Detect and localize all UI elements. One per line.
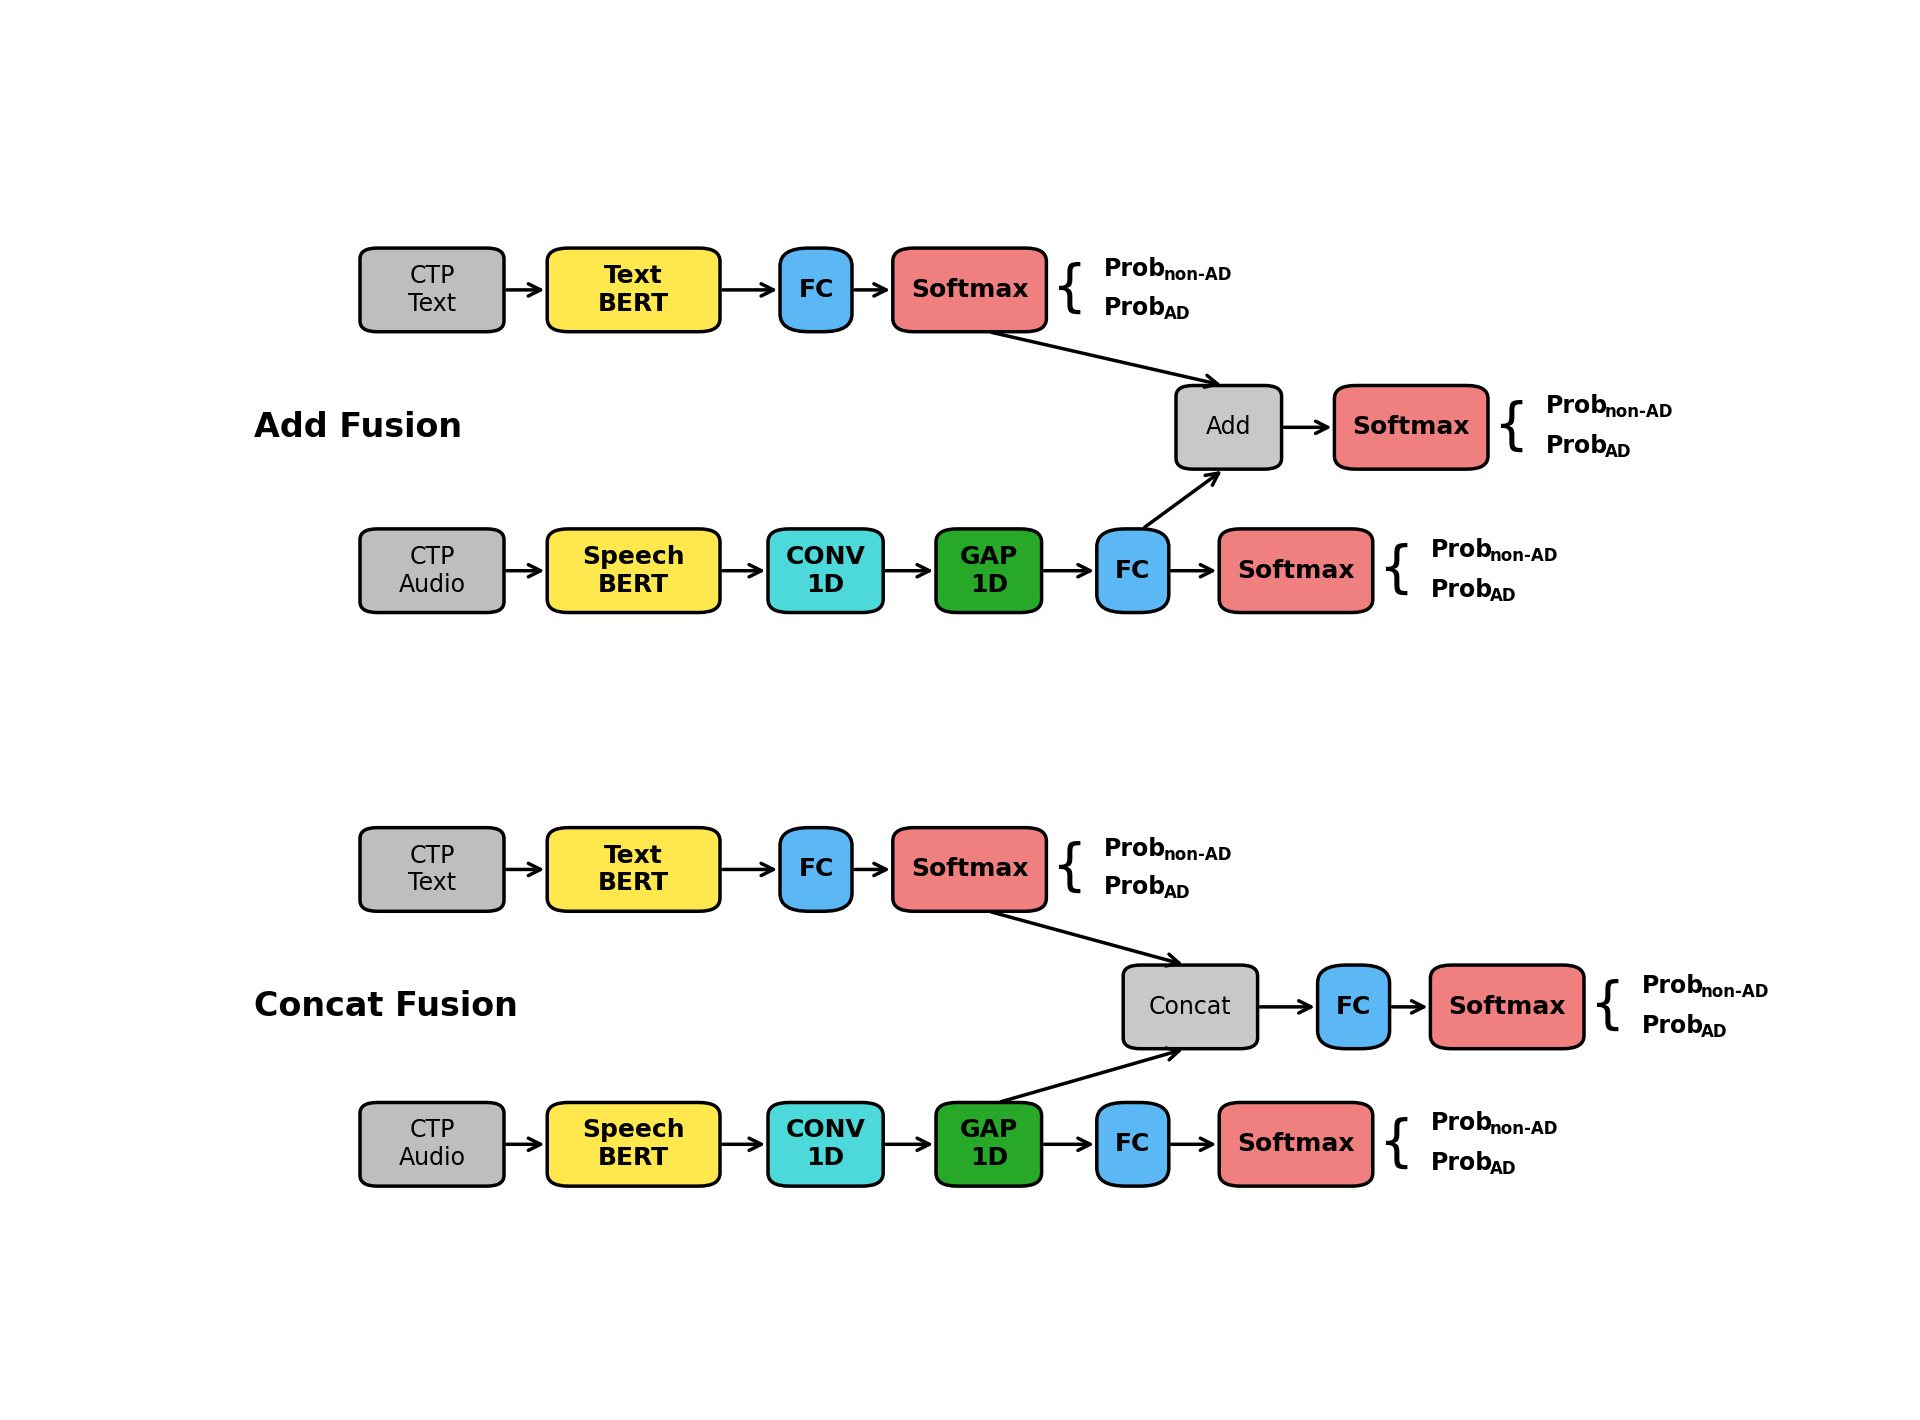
Text: Prob: Prob xyxy=(1642,1014,1703,1038)
Text: non-AD: non-AD xyxy=(1490,1120,1559,1139)
FancyBboxPatch shape xyxy=(1123,966,1258,1049)
FancyBboxPatch shape xyxy=(768,528,883,612)
Text: non-AD: non-AD xyxy=(1701,983,1770,1001)
Text: {: { xyxy=(1050,841,1087,895)
Text: Prob: Prob xyxy=(1546,435,1607,459)
Text: {: { xyxy=(1590,978,1624,1032)
Text: Text
BERT: Text BERT xyxy=(597,843,670,896)
Text: Softmax: Softmax xyxy=(1352,415,1471,439)
Text: FC: FC xyxy=(799,858,833,882)
Text: Prob: Prob xyxy=(1104,875,1165,899)
Text: Prob: Prob xyxy=(1430,1112,1492,1136)
Text: Prob: Prob xyxy=(1430,578,1492,602)
Text: CTP
Audio: CTP Audio xyxy=(399,1119,465,1170)
Text: {: { xyxy=(1377,542,1413,596)
FancyBboxPatch shape xyxy=(547,528,720,612)
FancyBboxPatch shape xyxy=(1430,966,1584,1049)
FancyBboxPatch shape xyxy=(361,528,503,612)
Text: Prob: Prob xyxy=(1104,295,1165,320)
Text: non-AD: non-AD xyxy=(1605,403,1674,422)
FancyBboxPatch shape xyxy=(361,828,503,912)
Text: AD: AD xyxy=(1490,1160,1517,1179)
FancyBboxPatch shape xyxy=(547,248,720,332)
Text: GAP
1D: GAP 1D xyxy=(960,1119,1018,1170)
FancyBboxPatch shape xyxy=(1096,1102,1169,1186)
Text: AD: AD xyxy=(1605,443,1632,462)
Text: AD: AD xyxy=(1164,885,1190,902)
FancyBboxPatch shape xyxy=(937,528,1041,612)
Text: Softmax: Softmax xyxy=(1236,558,1356,582)
FancyBboxPatch shape xyxy=(1175,385,1283,469)
Text: FC: FC xyxy=(1116,558,1150,582)
FancyBboxPatch shape xyxy=(1317,966,1390,1049)
FancyBboxPatch shape xyxy=(1334,385,1488,469)
Text: {: { xyxy=(1050,261,1087,315)
FancyBboxPatch shape xyxy=(547,1102,720,1186)
Text: FC: FC xyxy=(1336,995,1371,1020)
FancyBboxPatch shape xyxy=(893,828,1046,912)
FancyBboxPatch shape xyxy=(1219,1102,1373,1186)
Text: Softmax: Softmax xyxy=(1236,1132,1356,1156)
Text: {: { xyxy=(1377,1116,1413,1170)
Text: non-AD: non-AD xyxy=(1164,845,1233,863)
Text: Add Fusion: Add Fusion xyxy=(253,410,463,444)
FancyBboxPatch shape xyxy=(1096,528,1169,612)
Text: FC: FC xyxy=(799,278,833,302)
Text: FC: FC xyxy=(1116,1132,1150,1156)
Text: Prob: Prob xyxy=(1642,974,1703,998)
Text: Concat: Concat xyxy=(1148,995,1233,1020)
Text: CTP
Text: CTP Text xyxy=(407,264,457,315)
FancyBboxPatch shape xyxy=(768,1102,883,1186)
FancyBboxPatch shape xyxy=(547,828,720,912)
Text: Prob: Prob xyxy=(1546,395,1607,419)
Text: Prob: Prob xyxy=(1104,257,1165,281)
Text: AD: AD xyxy=(1164,305,1190,322)
Text: Prob: Prob xyxy=(1430,538,1492,562)
Text: Softmax: Softmax xyxy=(910,278,1029,302)
Text: Concat Fusion: Concat Fusion xyxy=(253,990,518,1024)
Text: {: { xyxy=(1494,399,1528,453)
Text: CTP
Text: CTP Text xyxy=(407,843,457,896)
FancyBboxPatch shape xyxy=(937,1102,1041,1186)
Text: AD: AD xyxy=(1490,586,1517,605)
FancyBboxPatch shape xyxy=(780,248,852,332)
Text: non-AD: non-AD xyxy=(1164,266,1233,284)
Text: non-AD: non-AD xyxy=(1490,547,1559,565)
Text: CONV
1D: CONV 1D xyxy=(785,1119,866,1170)
Text: CTP
Audio: CTP Audio xyxy=(399,545,465,596)
FancyBboxPatch shape xyxy=(893,248,1046,332)
Text: Speech
BERT: Speech BERT xyxy=(582,545,685,596)
Text: Prob: Prob xyxy=(1430,1152,1492,1176)
FancyBboxPatch shape xyxy=(361,1102,503,1186)
Text: Prob: Prob xyxy=(1104,836,1165,861)
FancyBboxPatch shape xyxy=(780,828,852,912)
Text: Add: Add xyxy=(1206,415,1252,439)
FancyBboxPatch shape xyxy=(361,248,503,332)
FancyBboxPatch shape xyxy=(1219,528,1373,612)
Text: AD: AD xyxy=(1701,1022,1728,1041)
Text: Speech
BERT: Speech BERT xyxy=(582,1119,685,1170)
Text: Text
BERT: Text BERT xyxy=(597,264,670,315)
Text: CONV
1D: CONV 1D xyxy=(785,545,866,596)
Text: GAP
1D: GAP 1D xyxy=(960,545,1018,596)
Text: Softmax: Softmax xyxy=(1448,995,1567,1020)
Text: Softmax: Softmax xyxy=(910,858,1029,882)
